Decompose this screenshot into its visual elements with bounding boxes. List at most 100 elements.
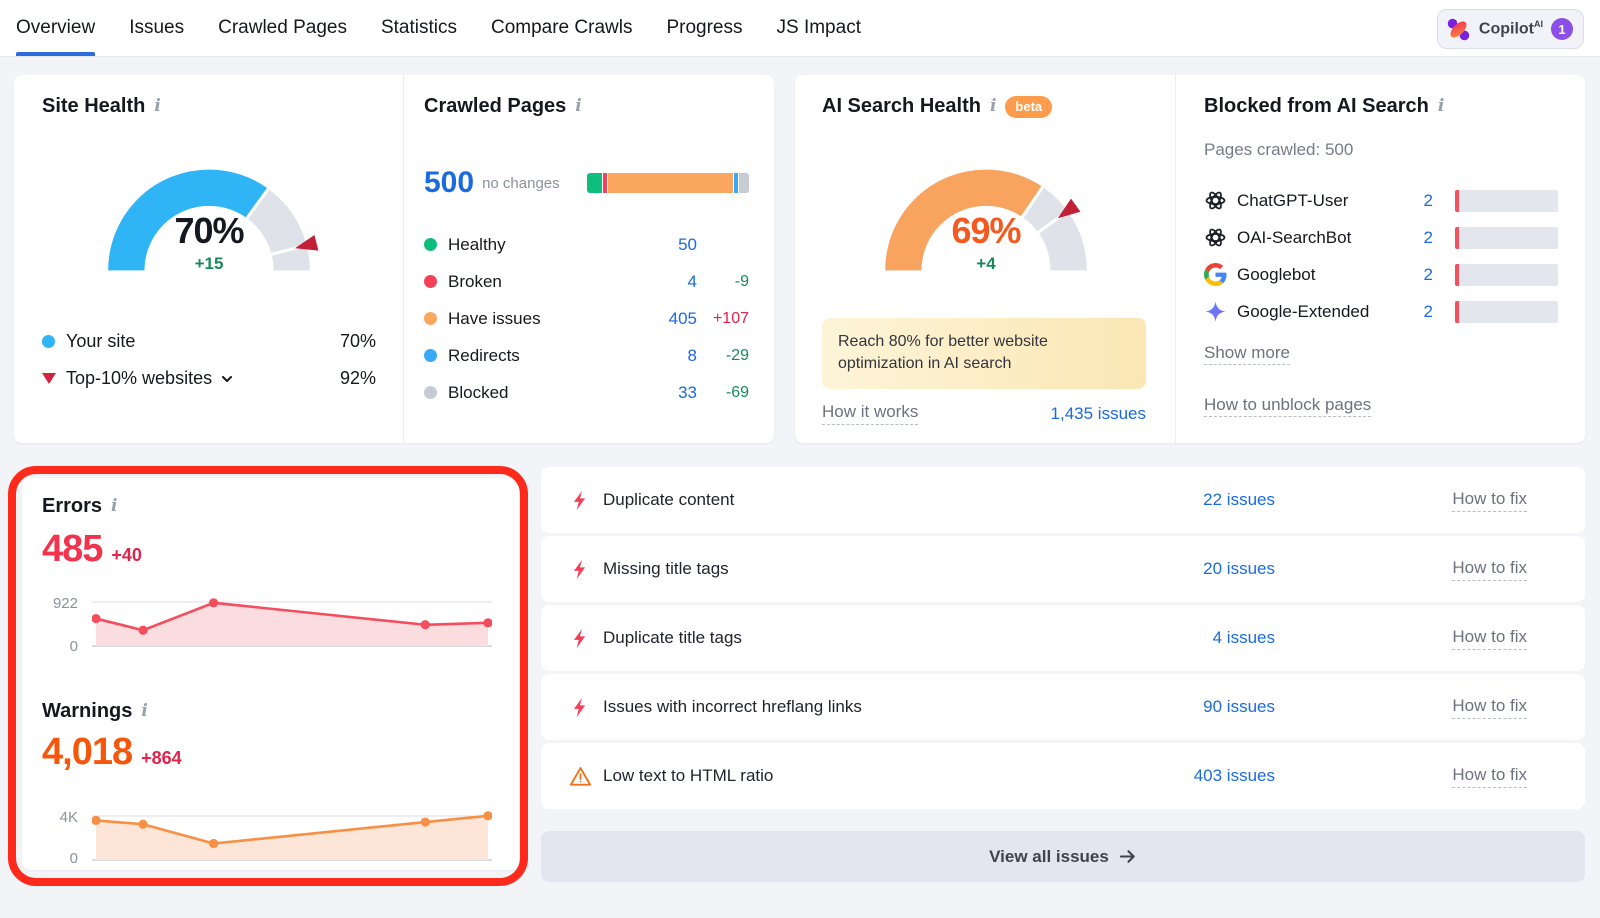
issue-count-link[interactable]: 90 issues xyxy=(1203,697,1275,716)
crawled-total-note: no changes xyxy=(482,174,560,192)
bot-count[interactable]: 2 xyxy=(1423,301,1433,321)
bot-count[interactable]: 2 xyxy=(1423,190,1433,210)
ai-search-card: AI Search Health i beta 69% +4 Reach 80%… xyxy=(795,75,1585,443)
info-icon[interactable]: i xyxy=(154,96,161,116)
table-row: Googlebot 2 xyxy=(1204,256,1558,293)
show-more-link[interactable]: Show more xyxy=(1204,343,1290,365)
info-icon[interactable]: i xyxy=(989,96,997,116)
tab-crawled-pages[interactable]: Crawled Pages xyxy=(218,17,347,38)
row-value[interactable]: 8 xyxy=(687,345,697,365)
ai-search-health-gauge xyxy=(865,158,1107,297)
redirects-dot xyxy=(424,349,437,362)
tab-js-impact[interactable]: JS Impact xyxy=(776,17,861,38)
how-to-fix-link[interactable]: How to fix xyxy=(1452,627,1527,650)
top10-label: Top-10% websites xyxy=(66,368,213,388)
warnings-title: Warnings xyxy=(42,700,133,722)
view-all-issues-button[interactable]: View all issues xyxy=(541,831,1585,882)
healthy-dot xyxy=(424,238,437,251)
tab-statistics[interactable]: Statistics xyxy=(380,17,457,38)
row-label: Redirects xyxy=(448,345,520,365)
info-icon[interactable]: i xyxy=(1437,96,1445,116)
errors-title: Errors xyxy=(42,495,103,517)
have-issues-dot xyxy=(424,312,437,325)
table-row: ChatGPT-User 2 xyxy=(1204,182,1558,219)
warnings-value: 4,018 xyxy=(42,731,133,773)
errors-delta: +40 xyxy=(111,545,142,565)
bot-name: Googlebot xyxy=(1237,264,1316,284)
list-item: Redirects 8 -29 xyxy=(424,337,749,374)
issue-count-link[interactable]: 403 issues xyxy=(1193,766,1275,785)
row-label: Blocked xyxy=(448,382,509,402)
how-to-fix-link[interactable]: How to fix xyxy=(1452,696,1527,719)
bar-segment-healthy xyxy=(587,173,603,193)
info-icon[interactable]: i xyxy=(575,96,582,116)
copilot-button[interactable]: CopilotAI 1 xyxy=(1436,9,1584,49)
issue-row-low-text-html-ratio: Low text to HTML ratio 403 issues How to… xyxy=(541,743,1585,809)
issue-title: Duplicate title tags xyxy=(603,628,742,647)
ai-issues-link[interactable]: 1,435 issues xyxy=(1050,403,1146,423)
unblock-pages-link[interactable]: How to unblock pages xyxy=(1204,395,1372,417)
ai-search-tip: Reach 80% for better website optimizatio… xyxy=(822,318,1146,389)
issue-title: Duplicate content xyxy=(603,490,735,509)
google-extended-star-icon xyxy=(1204,300,1227,323)
list-item: Have issues 405 +107 xyxy=(424,300,749,337)
how-to-fix-link[interactable]: How to fix xyxy=(1452,489,1527,512)
crawled-pages-stacked-bar xyxy=(587,173,749,193)
issue-row-missing-title-tags: Missing title tags 20 issues How to fix xyxy=(541,536,1585,602)
error-bolt-icon xyxy=(569,696,592,719)
legend-top10-websites[interactable]: Top-10% websites 92% xyxy=(42,360,376,397)
info-icon[interactable]: i xyxy=(141,701,148,721)
top-navigation: Overview Issues Crawled Pages Statistics… xyxy=(0,0,1600,57)
broken-dot xyxy=(424,275,437,288)
site-health-card: Site Health i 70% +15 Your site 70% Top-… xyxy=(14,75,774,443)
bar-segment-blocked xyxy=(738,173,749,193)
bot-blocked-bar xyxy=(1455,226,1558,249)
list-item: Blocked 33 -69 xyxy=(424,374,749,411)
arrow-right-icon xyxy=(1118,847,1137,866)
how-to-fix-link[interactable]: How to fix xyxy=(1452,765,1527,788)
errors-yzero-label: 0 xyxy=(69,638,78,655)
errors-warnings-card: Errors i 485 +40 922 0 Warnings i 4,018 … xyxy=(22,478,519,870)
table-row: Google-Extended 2 xyxy=(1204,293,1558,330)
tab-compare-crawls[interactable]: Compare Crawls xyxy=(490,17,633,38)
error-bolt-icon xyxy=(569,627,592,650)
info-icon[interactable]: i xyxy=(111,496,118,516)
row-value[interactable]: 405 xyxy=(668,308,697,328)
issue-count-link[interactable]: 22 issues xyxy=(1203,490,1275,509)
issue-row-hreflang-links: Issues with incorrect hreflang links 90 … xyxy=(541,674,1585,740)
row-value[interactable]: 50 xyxy=(678,234,697,254)
bot-name: Google-Extended xyxy=(1237,301,1370,321)
row-value[interactable]: 33 xyxy=(678,382,697,402)
benchmark-triangle-icon xyxy=(42,373,56,384)
blocked-ai-title: Blocked from AI Search xyxy=(1204,95,1429,117)
blocked-dot xyxy=(424,386,437,399)
crawled-pages-title: Crawled Pages xyxy=(424,95,567,117)
crawled-pages-legend: Healthy 50 Broken 4 -9 Have issues 405 +… xyxy=(424,226,749,411)
how-to-fix-link[interactable]: How to fix xyxy=(1452,558,1527,581)
issue-title: Low text to HTML ratio xyxy=(603,766,774,785)
bot-blocked-bar xyxy=(1455,263,1558,286)
tab-overview[interactable]: Overview xyxy=(16,0,96,56)
site-health-gauge xyxy=(88,158,330,297)
row-delta: +107 xyxy=(712,309,749,327)
bar-segment-redirects xyxy=(733,173,738,193)
errors-ymax-label: 922 xyxy=(52,595,78,612)
row-delta: -9 xyxy=(734,272,749,290)
bot-count[interactable]: 2 xyxy=(1423,264,1433,284)
openai-icon xyxy=(1204,226,1227,249)
row-label: Broken xyxy=(448,271,502,291)
row-value[interactable]: 4 xyxy=(687,271,697,291)
site-health-title: Site Health xyxy=(42,95,146,117)
row-delta: -29 xyxy=(725,346,749,364)
bot-count[interactable]: 2 xyxy=(1423,227,1433,247)
tab-issues[interactable]: Issues xyxy=(129,17,185,38)
tab-progress[interactable]: Progress xyxy=(666,17,743,38)
issue-count-link[interactable]: 4 issues xyxy=(1212,628,1275,647)
bot-blocked-bar xyxy=(1455,189,1558,212)
issue-count-link[interactable]: 20 issues xyxy=(1203,559,1275,578)
ai-search-health-title: AI Search Health xyxy=(822,95,981,117)
copilot-badge: 1 xyxy=(1551,18,1573,40)
how-it-works-link[interactable]: How it works xyxy=(822,402,919,425)
chevron-down-icon[interactable] xyxy=(220,372,234,386)
issue-title: Missing title tags xyxy=(603,559,729,578)
